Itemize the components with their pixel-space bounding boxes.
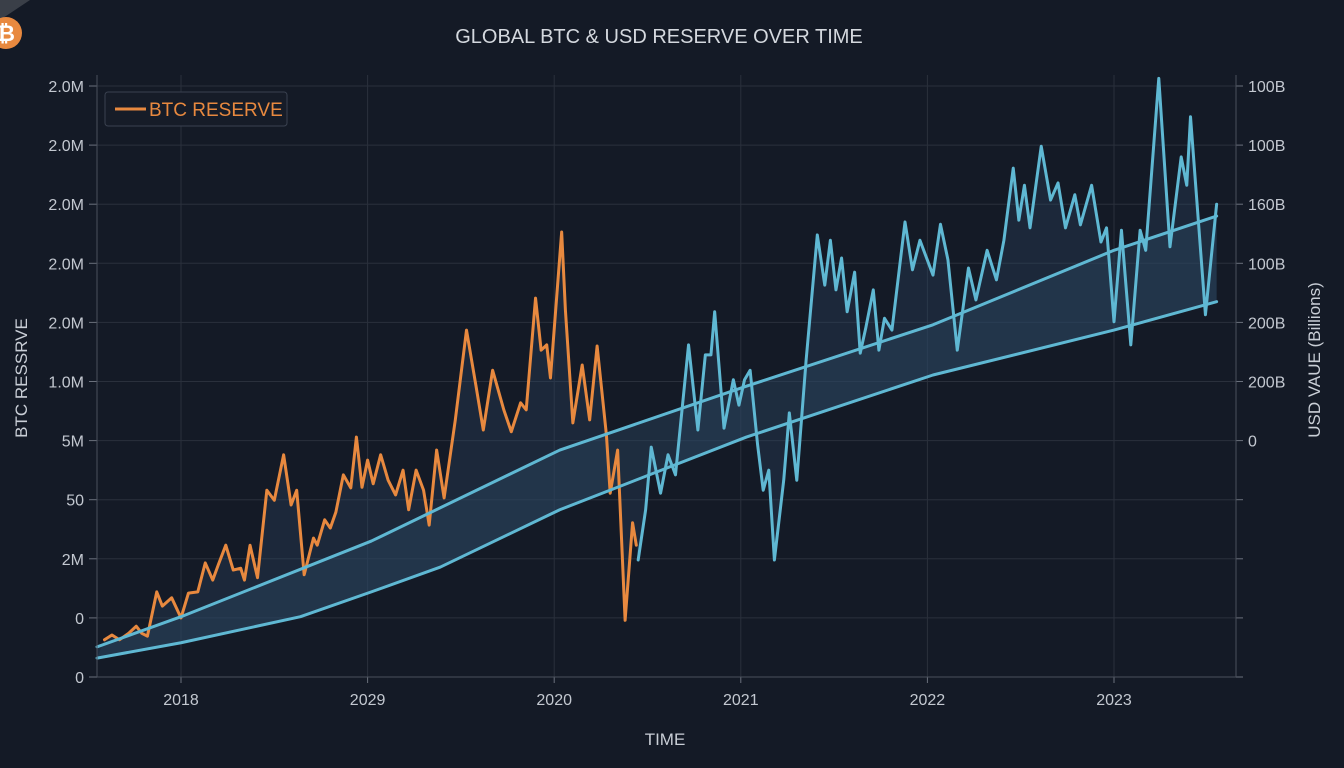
chart-title: GLOBAL BTC & USD RESERVE OVER TIME <box>455 26 863 48</box>
y-tick-label: 2.0M <box>48 138 84 155</box>
y-tick-label: 50 <box>66 493 84 510</box>
svg-text:₿: ₿ <box>0 22 15 47</box>
y2-tick-label: 200B <box>1248 375 1285 392</box>
y2-tick-label: 0 <box>1248 434 1257 451</box>
y-tick-label: 0 <box>75 611 84 628</box>
area-fill-trend-band <box>97 216 1217 659</box>
y2-tick-label: 160B <box>1248 197 1285 214</box>
lower-trend-line <box>95 300 1219 660</box>
y-tick-label: 2.0M <box>48 315 84 332</box>
y-tick-label: 2M <box>62 552 84 569</box>
y2-tick-label: 100B <box>1248 79 1285 96</box>
y-tick-label: 2.0M <box>48 79 84 96</box>
x-axis-label: TIME <box>645 730 686 749</box>
y-axis-label: BTC RESSRVE <box>12 318 31 438</box>
x-tick-label: 2018 <box>163 692 199 709</box>
y-tick-label: 2.0M <box>48 197 84 214</box>
area-fill-reserve <box>97 78 1217 659</box>
x-tick-label: 2021 <box>723 692 759 709</box>
upper-trend-line <box>95 214 1219 649</box>
bitcoin-logo-icon: ₿ <box>0 17 22 49</box>
x-tick-label: 2022 <box>910 692 946 709</box>
x-tick-label: 2029 <box>350 692 386 709</box>
y2-tick-label: 100B <box>1248 138 1285 155</box>
legend-box <box>104 91 288 127</box>
y2-tick-label: 100B <box>1248 256 1285 273</box>
y-tick-label: 5M <box>62 434 84 451</box>
y2-tick-label: 200B <box>1248 315 1285 332</box>
corner-decoration <box>0 0 30 20</box>
x-tick-label: 2023 <box>1096 692 1132 709</box>
x-tick-label: 2020 <box>536 692 572 709</box>
usd-value-line <box>636 76 1219 562</box>
y-tick-label: 1.0M <box>48 375 84 392</box>
y2-axis-label: USD VAUE (Billions) <box>1305 282 1324 438</box>
legend-label-btc: BTC RESERVE <box>149 100 283 121</box>
grid <box>97 75 1236 678</box>
y-tick-label: 2.0M <box>48 256 84 273</box>
y-tick-label: 0 <box>75 670 84 687</box>
legend: BTC RESERVE <box>104 91 288 127</box>
btc-reserve-line <box>102 230 638 642</box>
